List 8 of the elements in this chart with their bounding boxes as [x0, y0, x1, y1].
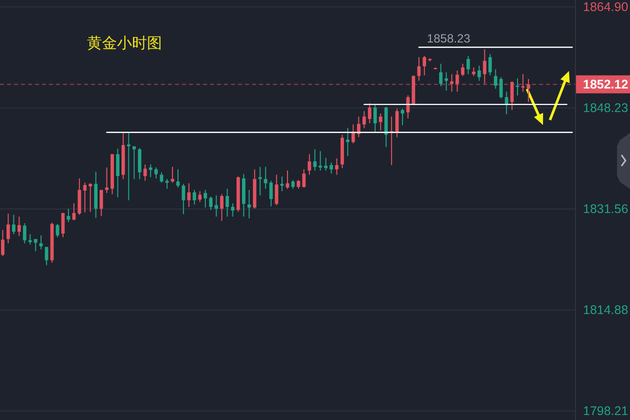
data-label: 1858.23: [426, 31, 471, 46]
text: 黄金小时图: [87, 34, 162, 52]
y-tick-label: 1848.23: [583, 100, 628, 115]
ref-line-label: 1852.12: [583, 77, 628, 92]
y-tick-label: 1831.56: [583, 202, 628, 216]
y-tick-label: 1814.88: [583, 303, 628, 318]
y-tick-label: 1798.21: [583, 404, 628, 418]
y-tick-label: 1864.90: [583, 0, 628, 14]
